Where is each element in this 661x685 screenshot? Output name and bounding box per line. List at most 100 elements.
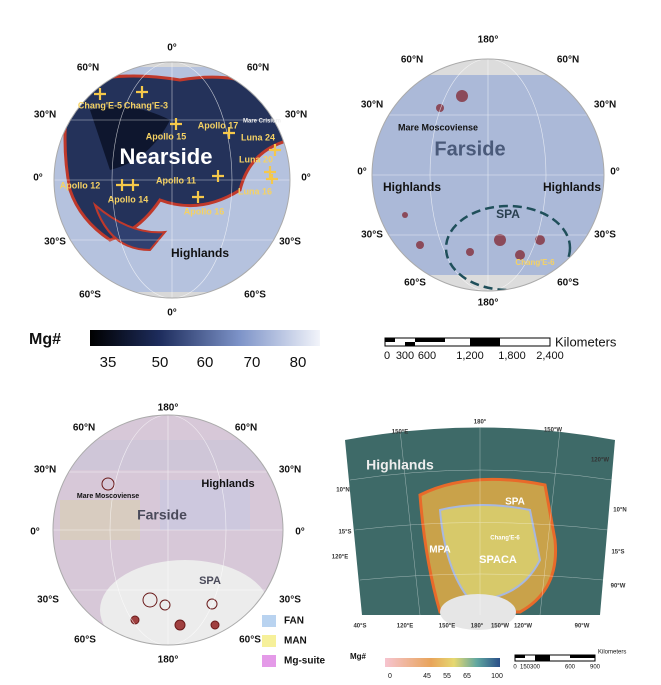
longitude-label: 90°W bbox=[575, 624, 590, 630]
scale-tick: 600 bbox=[418, 350, 436, 362]
longitude-label: 150°W bbox=[544, 428, 562, 434]
region-label: Chang'E-6 bbox=[490, 536, 520, 542]
site-label: Apollo 16 bbox=[184, 206, 225, 216]
site-label: Luna 24 bbox=[241, 132, 275, 142]
lithology-globe bbox=[53, 415, 283, 645]
scale-tick: 1,200 bbox=[456, 350, 484, 362]
latitude-label: 60°N bbox=[235, 423, 257, 434]
latitude-label: 30°N bbox=[361, 100, 383, 111]
latitude-label: 0° bbox=[610, 167, 620, 178]
latitude-label: 90°W bbox=[611, 584, 626, 590]
colorbar bbox=[90, 330, 320, 346]
meridian-label: 0° bbox=[167, 43, 177, 54]
region-label: Mare Moscoviense bbox=[77, 493, 139, 500]
latitude-label: 30°S bbox=[594, 230, 616, 241]
region-label: Highlands bbox=[366, 457, 434, 473]
globe-outline bbox=[53, 61, 291, 299]
legend-swatches bbox=[262, 615, 276, 667]
colorbar-label: Mg# bbox=[29, 331, 61, 348]
longitude-label: 150°E bbox=[439, 624, 455, 630]
region-label: SPA bbox=[505, 497, 525, 508]
region-label: Highlands bbox=[171, 246, 229, 260]
longitude-label: 150°E bbox=[392, 430, 408, 436]
latitude-label: 60°N bbox=[401, 55, 423, 66]
site-label: Chang'E-5 bbox=[78, 100, 122, 110]
region-label: MPA bbox=[429, 545, 450, 556]
colorbar-tick: 45 bbox=[423, 673, 431, 680]
latitude-label: 60°N bbox=[73, 423, 95, 434]
latitude-label: 60°N bbox=[247, 63, 269, 74]
latitude-label: 60°S bbox=[239, 635, 261, 646]
region-label: Highlands bbox=[543, 180, 601, 194]
colorbar-tick: 60 bbox=[197, 354, 214, 371]
region-label: Farside bbox=[137, 507, 187, 523]
latitude-label: 10°N bbox=[336, 488, 349, 494]
latitude-label: 60°S bbox=[74, 635, 96, 646]
site-label: Luna 20 bbox=[239, 154, 273, 164]
scale-tick: 0 bbox=[384, 350, 390, 362]
longitude-label: 180° bbox=[471, 624, 484, 630]
latitude-label: 30°N bbox=[279, 465, 301, 476]
latitude-label: 10°N bbox=[613, 508, 626, 514]
site-label: Apollo 12 bbox=[60, 180, 101, 190]
nearside-globe bbox=[54, 62, 290, 298]
globe-outline bbox=[371, 58, 605, 292]
latitude-label: 0° bbox=[33, 173, 43, 184]
meridian-label: 180° bbox=[158, 403, 179, 414]
latitude-label: 30°S bbox=[37, 595, 59, 606]
scale-unit: Kilometers bbox=[598, 650, 626, 656]
colorbar-tick: 55 bbox=[443, 673, 451, 680]
colorbar bbox=[385, 658, 500, 667]
scale-tick: 900 bbox=[590, 665, 601, 671]
legend-label: Mg-suite bbox=[284, 656, 326, 667]
latitude-label: 60°S bbox=[557, 278, 579, 289]
meridian-label: 180° bbox=[478, 35, 499, 46]
globe-outline bbox=[52, 414, 284, 646]
latitude-label: 30°S bbox=[361, 230, 383, 241]
scale-unit: Kilometers bbox=[555, 334, 617, 349]
site-label: Apollo 15 bbox=[146, 131, 187, 141]
legend-label: MAN bbox=[284, 636, 307, 647]
latitude-label: 60°S bbox=[79, 290, 101, 301]
latitude-label: 60°S bbox=[244, 290, 266, 301]
region-label: SPA bbox=[496, 207, 520, 221]
latitude-label: 15°S bbox=[611, 550, 624, 556]
colorbar-tick: 100 bbox=[491, 673, 503, 680]
scale-bar bbox=[384, 337, 551, 347]
site-label: Apollo 11 bbox=[156, 175, 196, 185]
spa-map bbox=[345, 420, 615, 630]
scale-tick: 600 bbox=[565, 665, 576, 671]
site-label: Apollo 17 bbox=[198, 120, 239, 130]
latitude-label: 30°N bbox=[285, 110, 307, 121]
latitude-label: 30°N bbox=[34, 465, 56, 476]
colorbar-tick: 0 bbox=[388, 673, 392, 680]
region-label: Chang'E-6 bbox=[515, 258, 555, 267]
longitude-label: 40°S bbox=[353, 624, 366, 630]
colorbar-tick: 80 bbox=[290, 354, 307, 371]
meridian-label: 180° bbox=[478, 298, 499, 309]
latitude-label: 15°S bbox=[338, 530, 351, 536]
scale-tick: 1,800 bbox=[498, 350, 526, 362]
scale-tick: 300 bbox=[530, 665, 541, 671]
site-label: Mare Crisium bbox=[243, 119, 281, 125]
latitude-label: 30°N bbox=[594, 100, 616, 111]
latitude-label: 120°E bbox=[332, 555, 348, 561]
meridian-label: 180° bbox=[158, 655, 179, 666]
longitude-label: 180° bbox=[474, 420, 487, 426]
region-label: SPA bbox=[199, 575, 221, 587]
longitude-label: 120°W bbox=[514, 624, 532, 630]
latitude-label: 0° bbox=[357, 167, 367, 178]
latitude-label: 0° bbox=[301, 173, 311, 184]
latitude-label: 30°S bbox=[279, 237, 301, 248]
scale-tick: 0 bbox=[513, 665, 517, 671]
colorbar-tick: 70 bbox=[244, 354, 261, 371]
latitude-label: 30°S bbox=[44, 237, 66, 248]
site-label: Chang'E-3 bbox=[124, 100, 168, 110]
latitude-label: 60°S bbox=[404, 278, 426, 289]
region-label: Highlands bbox=[383, 180, 441, 194]
colorbar-tick: 65 bbox=[463, 673, 471, 680]
latitude-label: 30°N bbox=[34, 110, 56, 121]
region-label: Farside bbox=[434, 138, 505, 160]
region-label: Nearside bbox=[120, 144, 213, 169]
